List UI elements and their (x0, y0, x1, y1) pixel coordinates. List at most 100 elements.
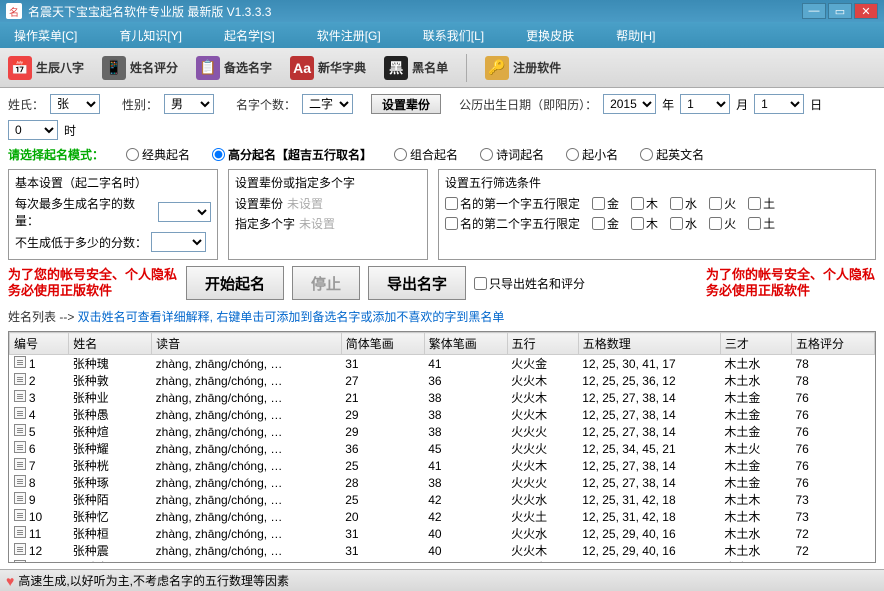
surname-select[interactable]: 张 (50, 94, 100, 114)
wuxing-cb[interactable]: 金 (592, 215, 619, 232)
mode-radio[interactable]: 诗词起名 (480, 146, 544, 163)
toolbar-icon: 📅 (8, 56, 32, 80)
max-count-select[interactable] (158, 202, 211, 222)
list-hint: 姓名列表 --> 双击姓名可查看详细解释, 右键单击可添加到备选名字或添加不喜欢… (8, 306, 876, 327)
column-header[interactable]: 简体笔画 (341, 333, 424, 355)
menu-item[interactable]: 联系我们[L] (417, 25, 490, 46)
table-row[interactable]: 4张种愚zhàng, zhāng/chóng, …2938火火木12, 25, … (10, 406, 875, 423)
wuxing-cb[interactable]: 火 (709, 215, 736, 232)
mode-radio[interactable]: 高分起名【超吉五行取名】 (212, 146, 372, 163)
table-row[interactable]: 11张种桓zhàng, zhāng/chóng, …3140火火水12, 25,… (10, 525, 875, 542)
table-row[interactable]: 9张种陌zhàng, zhāng/chóng, …2542火火水12, 25, … (10, 491, 875, 508)
wuxing-cb[interactable]: 水 (670, 215, 697, 232)
export-only-cb[interactable] (474, 277, 487, 290)
export-button[interactable]: 导出名字 (368, 266, 466, 300)
table-row[interactable]: 12张种震zhàng, zhāng/chóng, …3140火火木12, 25,… (10, 542, 875, 559)
file-icon (14, 424, 26, 436)
start-button[interactable]: 开始起名 (186, 266, 284, 300)
file-icon (14, 492, 26, 504)
wuxing-cb[interactable]: 木 (631, 215, 658, 232)
gender-select[interactable]: 男 (164, 94, 214, 114)
stop-button[interactable]: 停止 (292, 266, 360, 300)
close-button[interactable]: ✕ (854, 3, 878, 19)
day-select[interactable]: 1 (754, 94, 804, 114)
column-header[interactable]: 姓名 (69, 333, 152, 355)
wx-limit2-cb[interactable] (445, 217, 458, 230)
warning-left: 为了您的帐号安全、个人隐私 务必使用正版软件 (8, 267, 178, 298)
file-icon (14, 390, 26, 402)
mode-radio[interactable]: 起英文名 (640, 146, 704, 163)
column-header[interactable]: 五格数理 (578, 333, 720, 355)
mode-radio[interactable]: 起小名 (566, 146, 618, 163)
toolbar-button[interactable]: 📅生辰八字 (8, 56, 84, 80)
wuxing-cb[interactable]: 水 (670, 195, 697, 212)
file-icon (14, 543, 26, 555)
menu-item[interactable]: 起名学[S] (218, 25, 281, 46)
heart-icon: ♥ (6, 573, 14, 589)
wx-limit1-cb[interactable] (445, 197, 458, 210)
month-select[interactable]: 1 (680, 94, 730, 114)
table-row[interactable]: 10张种忆zhàng, zhāng/chóng, …2042火火土12, 25,… (10, 508, 875, 525)
panel1-title: 基本设置（起二字名时） (15, 174, 211, 191)
maximize-button[interactable]: ▭ (828, 3, 852, 19)
window-title: 名震天下宝宝起名软件专业版 最新版 V1.3.3.3 (28, 3, 802, 20)
generation-setup-button[interactable]: 设置辈份 (371, 94, 441, 114)
result-table-wrap[interactable]: 编号姓名读音简体笔画繁体笔画五行五格数理三才五格评分 1张种瑰zhàng, zh… (8, 331, 876, 563)
column-header[interactable]: 读音 (152, 333, 342, 355)
file-icon (14, 509, 26, 521)
statusbar: ♥ 高速生成,以好听为主,不考虑名字的五行数理等因素 (0, 569, 884, 591)
column-header[interactable]: 五行 (507, 333, 578, 355)
wuxing-cb[interactable]: 金 (592, 195, 619, 212)
menu-item[interactable]: 帮助[H] (610, 25, 661, 46)
min-score-select[interactable] (151, 232, 206, 252)
birth-label: 公历出生日期（即阳历）： (459, 96, 597, 113)
toolbar-button[interactable]: 📱姓名评分 (102, 56, 178, 80)
toolbar-button[interactable]: Aa新华字典 (290, 56, 366, 80)
toolbar-icon: 📋 (196, 56, 220, 80)
main-window: 名 名震天下宝宝起名软件专业版 最新版 V1.3.3.3 — ▭ ✕ 操作菜单[… (0, 0, 884, 591)
column-header[interactable]: 繁体笔画 (424, 333, 507, 355)
app-icon: 名 (6, 3, 22, 19)
table-row[interactable]: 2张种敦zhàng, zhāng/chóng, …2736火火木12, 25, … (10, 372, 875, 389)
toolbar-button[interactable]: 📋备选名字 (196, 56, 272, 80)
result-table: 编号姓名读音简体笔画繁体笔画五行五格数理三才五格评分 1张种瑰zhàng, zh… (9, 332, 875, 563)
column-header[interactable]: 编号 (10, 333, 69, 355)
titlebar[interactable]: 名 名震天下宝宝起名软件专业版 最新版 V1.3.3.3 — ▭ ✕ (0, 0, 884, 22)
column-header[interactable]: 五格评分 (792, 333, 875, 355)
mode-radio[interactable]: 组合起名 (394, 146, 458, 163)
wuxing-cb[interactable]: 土 (748, 215, 775, 232)
toolbar: 📅生辰八字 📱姓名评分 📋备选名字 Aa新华字典黑黑名单 🔑注册软件 (0, 48, 884, 88)
year-select[interactable]: 2015 (603, 94, 656, 114)
count-select[interactable]: 二字 (302, 94, 353, 114)
menu-item[interactable]: 更换皮肤 (520, 25, 580, 46)
toolbar-button[interactable]: 黑黑名单 (384, 56, 448, 80)
table-row[interactable]: 5张种煊zhàng, zhāng/chóng, …2938火火火12, 25, … (10, 423, 875, 440)
table-row[interactable]: 8张种琢zhàng, zhāng/chóng, …2838火火火12, 25, … (10, 474, 875, 491)
mode-radio[interactable]: 经典起名 (126, 146, 190, 163)
menubar: 操作菜单[C] 育儿知识[Y] 起名学[S] 软件注册[G] 联系我们[L] 更换皮肤 帮助… (0, 22, 884, 48)
table-row[interactable]: 6张种耀zhàng, zhāng/chóng, …3645火火火12, 25, … (10, 440, 875, 457)
wuxing-cb[interactable]: 木 (631, 195, 658, 212)
file-icon (14, 407, 26, 419)
basic-settings-panel: 基本设置（起二字名时） 每次最多生成名字的数量： 不生成低于多少的分数： (8, 169, 218, 260)
table-row[interactable]: 7张种桄zhàng, zhāng/chóng, …2541火火木12, 25, … (10, 457, 875, 474)
file-icon (14, 560, 26, 563)
action-row: 为了您的帐号安全、个人隐私 务必使用正版软件 开始起名 停止 导出名字 只导出姓… (8, 266, 876, 300)
wuxing-cb[interactable]: 土 (748, 195, 775, 212)
menu-item[interactable]: 操作菜单[C] (8, 25, 83, 46)
column-header[interactable]: 三才 (720, 333, 791, 355)
menu-item[interactable]: 育儿知识[Y] (113, 25, 188, 46)
mode-label: 请选择起名模式： (8, 146, 104, 163)
settings-panels: 基本设置（起二字名时） 每次最多生成名字的数量： 不生成低于多少的分数： 设置辈… (8, 169, 876, 260)
file-icon (14, 373, 26, 385)
toolbar-button[interactable]: 🔑注册软件 (485, 56, 561, 80)
panel3-title: 设置五行筛选条件 (445, 174, 869, 191)
minimize-button[interactable]: — (802, 3, 826, 19)
menu-item[interactable]: 软件注册[G] (311, 25, 387, 46)
table-row[interactable]: 13张种泉zhàng, zhāng/chóng, …2534火火水12, 25,… (10, 559, 875, 563)
wuxing-cb[interactable]: 火 (709, 195, 736, 212)
table-row[interactable]: 3张种业zhàng, zhāng/chóng, …2138火火木12, 25, … (10, 389, 875, 406)
toolbar-icon: 🔑 (485, 56, 509, 80)
hour-select[interactable]: 0 (8, 120, 58, 140)
table-row[interactable]: 1张种瑰zhàng, zhāng/chóng, …3141火火金12, 25, … (10, 355, 875, 373)
